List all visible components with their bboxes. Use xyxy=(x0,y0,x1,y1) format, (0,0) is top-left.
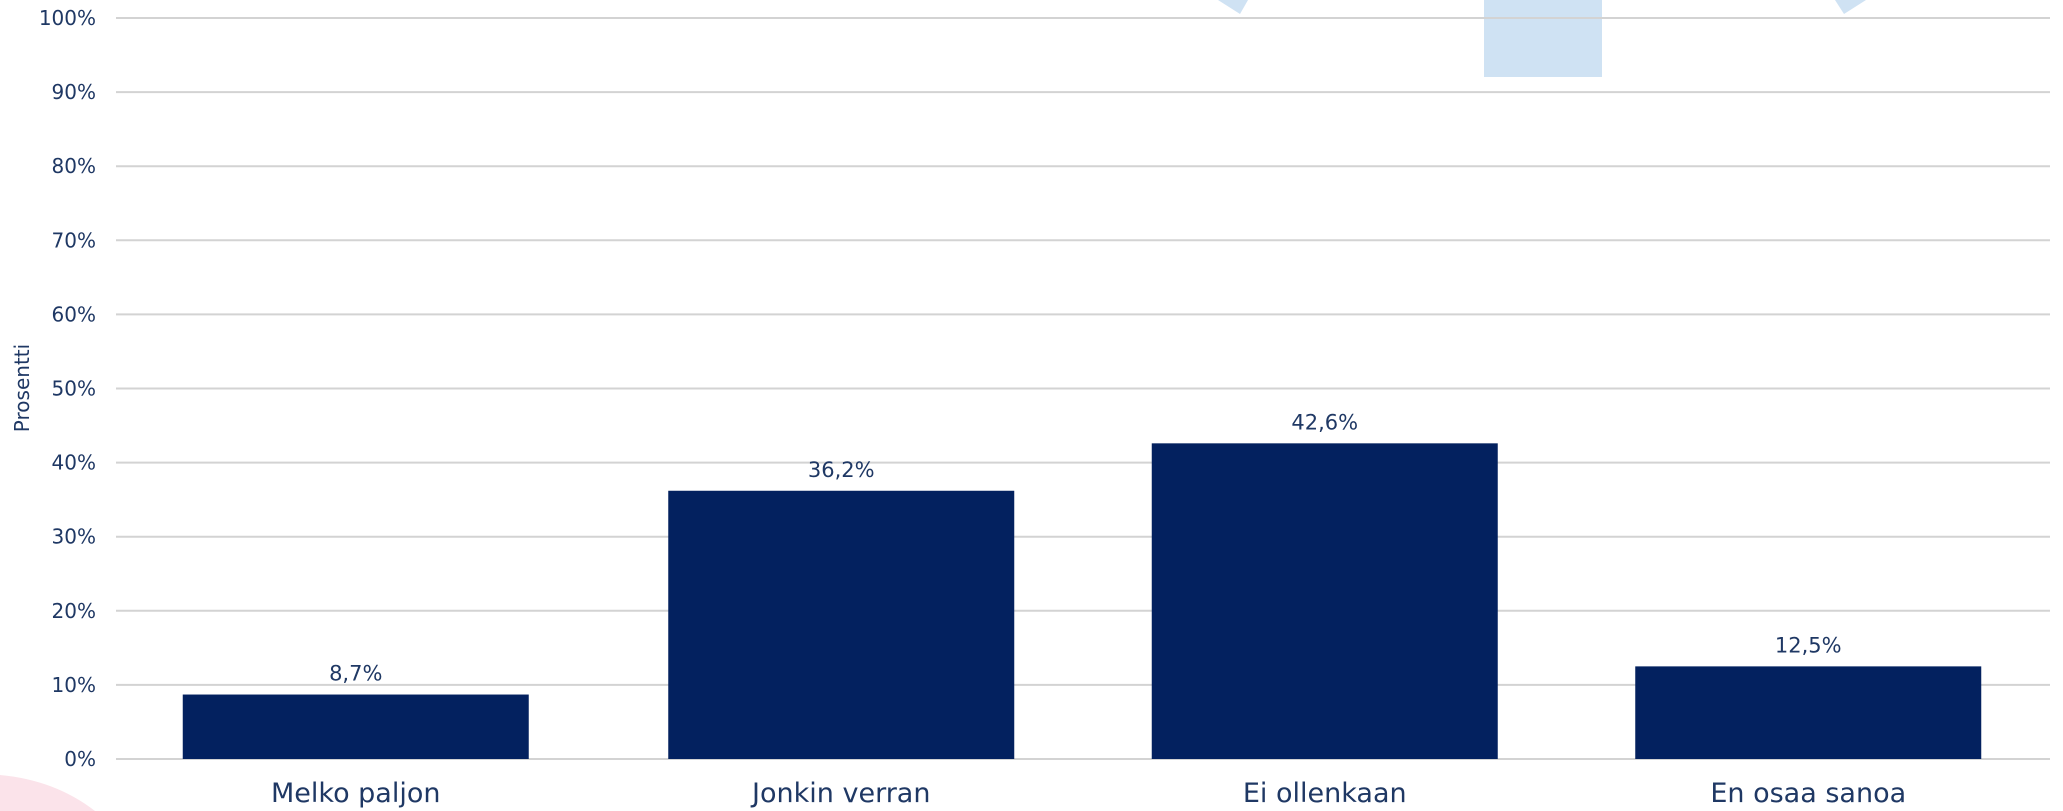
y-tick-label: 30% xyxy=(52,525,96,549)
bar xyxy=(182,694,529,759)
category-label: Ei ollenkaan xyxy=(1243,778,1407,809)
data-labels: 8,7% 36,2% 42,6% 12,5% xyxy=(329,410,1842,685)
y-tick-label: 70% xyxy=(52,228,96,252)
decor-chevron-right xyxy=(1835,0,1866,14)
y-tick-label: 10% xyxy=(52,673,96,697)
y-tick-label: 90% xyxy=(52,80,96,104)
y-tick-label: 50% xyxy=(52,377,96,401)
y-tick-label: 20% xyxy=(52,599,96,623)
bars xyxy=(182,443,1982,759)
decor-pink-arc xyxy=(0,775,95,811)
category-label: Melko paljon xyxy=(271,778,441,809)
bar xyxy=(1151,443,1498,759)
category-labels: Melko paljon Jonkin verran Ei ollenkaan En … xyxy=(271,778,1906,809)
y-tick-label: 100% xyxy=(39,6,96,30)
data-label: 42,6% xyxy=(1291,410,1358,434)
y-tick-label: 0% xyxy=(64,747,96,771)
decor-block xyxy=(1484,0,1602,77)
data-label: 36,2% xyxy=(808,458,875,482)
category-label: Jonkin verran xyxy=(750,778,930,809)
y-axis-title: Prosentti xyxy=(10,344,34,432)
y-tick-label: 60% xyxy=(52,302,96,326)
category-label: En osaa sanoa xyxy=(1710,778,1906,809)
data-label: 12,5% xyxy=(1775,633,1842,657)
bar xyxy=(668,490,1015,759)
background-decoration xyxy=(0,0,1866,811)
decor-chevron-left xyxy=(1218,0,1248,14)
bar xyxy=(1635,666,1982,759)
y-axis-tick-labels: 0% 10% 20% 30% 40% 50% 60% 70% 80% 90% 100% xyxy=(39,6,96,771)
y-tick-label: 40% xyxy=(52,451,96,475)
gridlines xyxy=(116,17,2050,760)
y-tick-label: 80% xyxy=(52,154,96,178)
data-label: 8,7% xyxy=(329,662,382,686)
